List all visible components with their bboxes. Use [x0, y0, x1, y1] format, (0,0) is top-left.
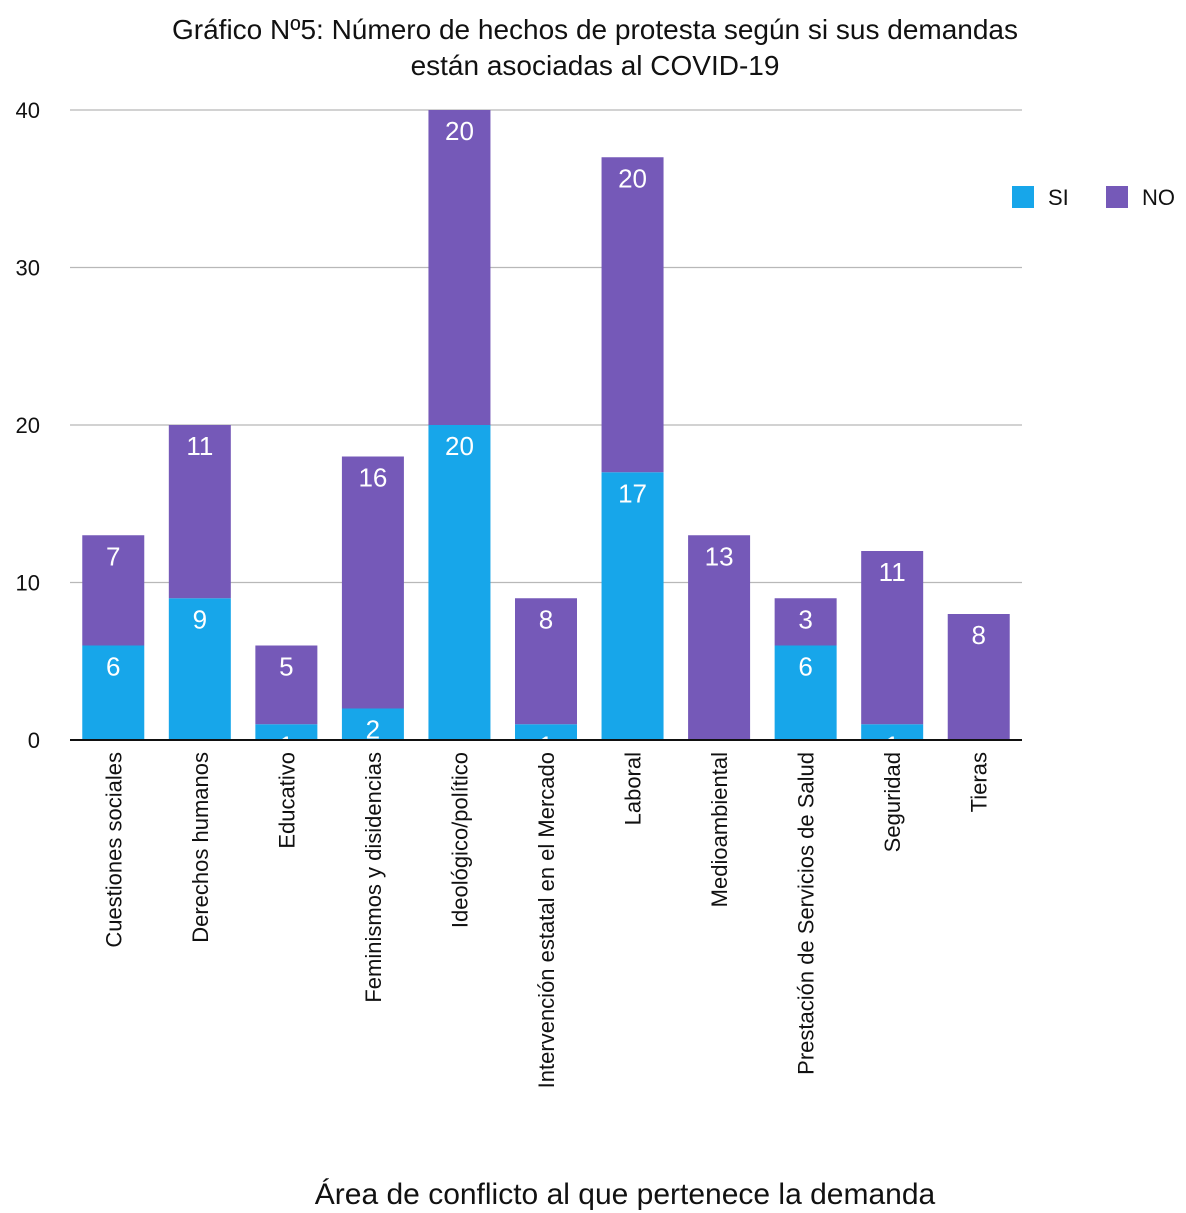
- data-label-si: 1: [539, 730, 553, 760]
- chart-title-line-2: están asociadas al COVID-19: [410, 50, 780, 81]
- x-tick-label: Medioambiental: [707, 752, 732, 907]
- bar-si: [255, 724, 318, 740]
- bar-no: [168, 425, 231, 599]
- x-tick-label: Laboral: [621, 752, 646, 825]
- data-label-si: 6: [106, 652, 120, 682]
- x-tick-label: Prestación de Servicios de Salud: [794, 752, 819, 1075]
- data-label-no: 8: [971, 620, 985, 650]
- x-tick-label: Ideológico/político: [447, 752, 472, 928]
- bar-si: [428, 425, 491, 740]
- data-label-no: 7: [106, 541, 120, 571]
- data-label-no: 11: [186, 431, 213, 461]
- data-label-no: 16: [358, 463, 387, 493]
- x-tick-label: Educativo: [274, 752, 299, 849]
- x-tick-label: Intervención estatal en el Mercado: [534, 752, 559, 1088]
- data-label-no: 5: [279, 652, 293, 682]
- bar-no: [255, 645, 318, 725]
- chart-title: Gráfico Nº5: Número de hechos de protest…: [40, 12, 1150, 84]
- bar-no: [428, 110, 491, 425]
- y-tick-label: 0: [28, 728, 40, 753]
- bar-no: [515, 598, 577, 725]
- data-label-si: 20: [445, 431, 474, 461]
- y-tick-label: 40: [16, 98, 40, 123]
- bar-no: [82, 535, 145, 646]
- legend-label-no: NO: [1142, 185, 1175, 210]
- bar-si: [601, 472, 664, 740]
- y-tick-label: 20: [16, 413, 40, 438]
- legend-swatch-si: [1012, 186, 1034, 208]
- bar-no: [774, 598, 837, 646]
- data-label-si: 1: [279, 730, 293, 760]
- y-tick-label: 30: [16, 256, 40, 281]
- bar-no: [861, 551, 924, 725]
- bar-si: [861, 724, 924, 740]
- legend-label-si: SI: [1048, 185, 1069, 210]
- bar-si: [82, 645, 145, 740]
- data-label-no: 11: [879, 557, 906, 587]
- data-label-no: 20: [618, 163, 647, 193]
- bar-no: [947, 614, 1010, 740]
- x-tick-label: Feminismos y disidencias: [361, 752, 386, 1003]
- bar-si: [774, 645, 837, 740]
- data-label-no: 3: [798, 604, 812, 634]
- bar-si: [515, 724, 577, 740]
- x-tick-label: Derechos humanos: [188, 752, 213, 943]
- data-label-si: 9: [193, 604, 207, 634]
- data-label-si: 17: [618, 478, 647, 508]
- legend-swatch-no: [1106, 186, 1128, 208]
- data-label-no: 8: [539, 604, 553, 634]
- x-axis-title: Área de conflicto al que pertenece la de…: [314, 1178, 936, 1211]
- x-tick-label: Tieras: [967, 752, 992, 812]
- data-label-si: 6: [798, 652, 812, 682]
- data-label-no: 20: [445, 116, 474, 146]
- data-label-no: 13: [705, 541, 734, 571]
- chart-title-line-1: Gráfico Nº5: Número de hechos de protest…: [171, 14, 1018, 45]
- bar-si: [341, 708, 404, 740]
- x-tick-label: Seguridad: [880, 752, 905, 852]
- bar-no: [601, 157, 664, 473]
- bar-no: [341, 456, 404, 709]
- y-tick-label: 10: [16, 571, 40, 596]
- data-label-si: 2: [366, 715, 380, 745]
- data-label-si: 1: [885, 730, 899, 760]
- x-tick-label: Cuestiones sociales: [101, 752, 126, 948]
- bar-no: [688, 535, 751, 740]
- bar-si: [168, 598, 231, 740]
